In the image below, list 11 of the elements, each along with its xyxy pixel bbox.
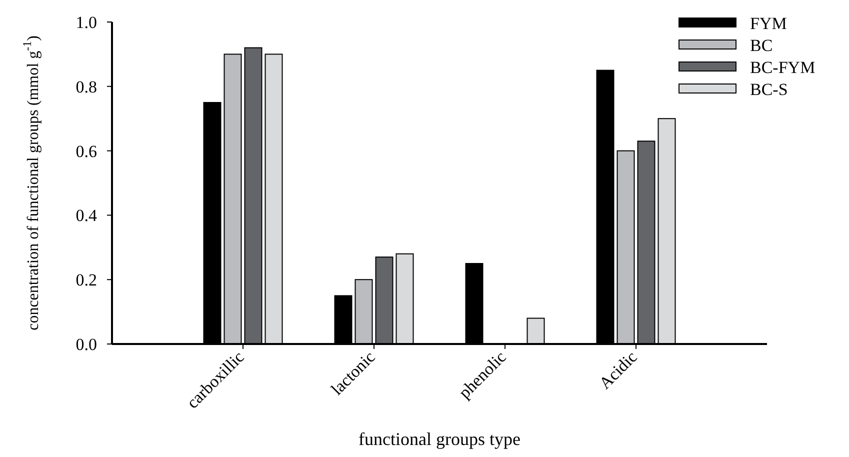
legend-label: FYM xyxy=(750,14,787,33)
legend-label: BC-FYM xyxy=(750,58,816,77)
y-tick-label: 0.6 xyxy=(76,142,97,161)
y-tick-label: 0.0 xyxy=(76,334,97,354)
y-tick-label: 1.0 xyxy=(76,12,97,32)
legend-label: BC xyxy=(750,36,773,55)
legend-label: BC-S xyxy=(750,80,788,99)
y-tick-label: 0.8 xyxy=(76,77,97,96)
y-tick-label: 0.4 xyxy=(76,206,98,226)
x-axis-title: functional groups type xyxy=(358,429,520,449)
y-tick-label: 0.2 xyxy=(76,270,97,290)
